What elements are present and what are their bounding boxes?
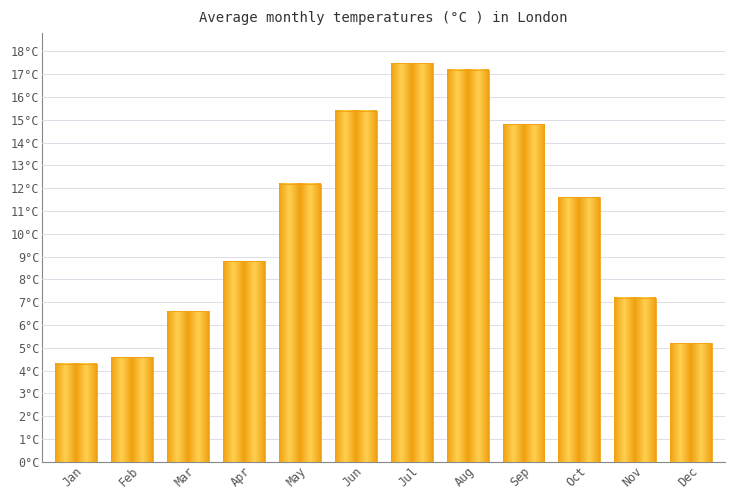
Bar <box>503 124 545 462</box>
Bar <box>167 312 209 462</box>
Bar <box>223 261 265 462</box>
Bar <box>279 184 321 462</box>
Bar <box>670 344 712 462</box>
Bar <box>335 110 377 462</box>
Bar <box>55 364 97 462</box>
Bar <box>615 298 657 462</box>
Title: Average monthly temperatures (°C ) in London: Average monthly temperatures (°C ) in Lo… <box>199 11 568 25</box>
Bar <box>559 198 601 462</box>
Bar <box>111 357 153 462</box>
Bar <box>391 63 433 462</box>
Bar <box>447 70 489 462</box>
